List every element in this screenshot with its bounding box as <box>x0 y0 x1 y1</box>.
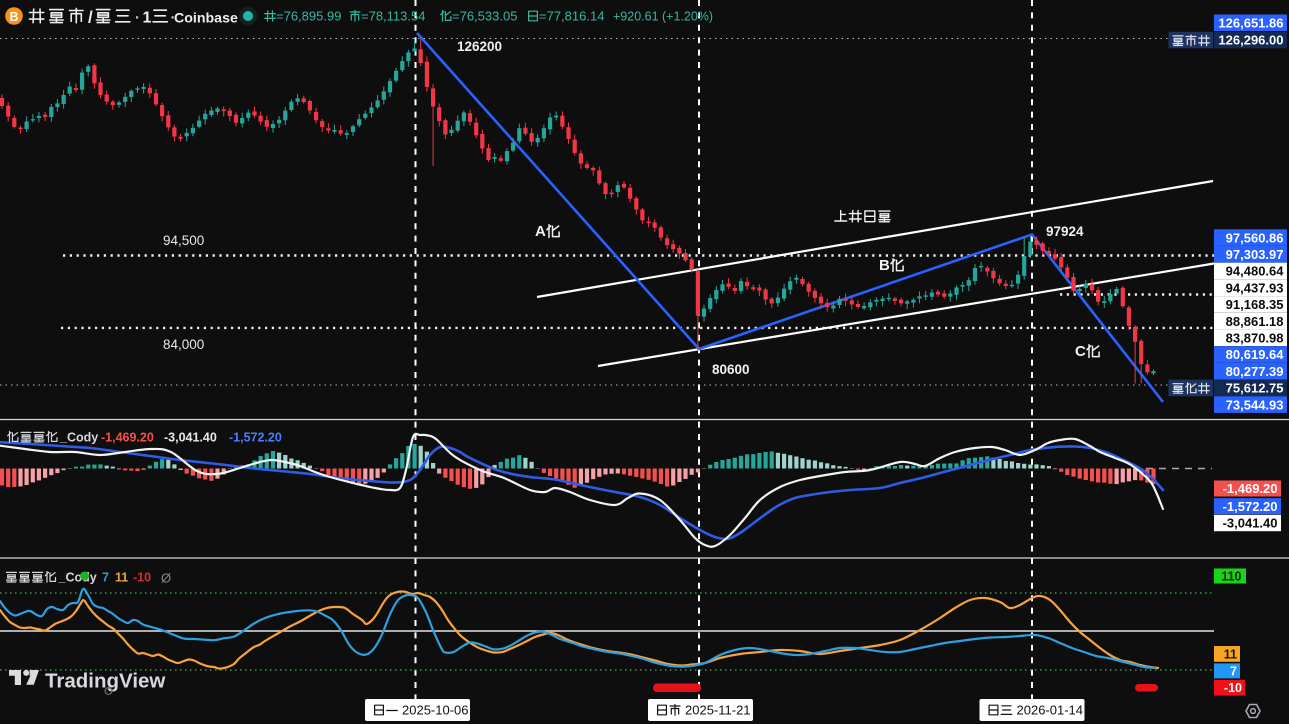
svg-text:126,296.00: 126,296.00 <box>1218 33 1283 48</box>
svg-text:126,651.86: 126,651.86 <box>1218 15 1283 30</box>
svg-text:-3,041.40: -3,041.40 <box>164 431 217 445</box>
svg-text:A: A <box>535 223 546 240</box>
svg-text:=76,533.05: =76,533.05 <box>452 9 517 24</box>
svg-text:B: B <box>879 257 890 274</box>
svg-text:1: 1 <box>143 10 152 27</box>
svg-text:97,303.97: 97,303.97 <box>1226 247 1284 262</box>
svg-text:2025-10-06: 2025-10-06 <box>402 703 469 718</box>
svg-text:+920.61 (+1.20%): +920.61 (+1.20%) <box>613 10 713 24</box>
svg-text:Coinbase: Coinbase <box>174 11 238 27</box>
svg-text:80,277.39: 80,277.39 <box>1226 364 1284 379</box>
svg-text:=77,816.14: =77,816.14 <box>539 9 604 24</box>
svg-text:·: · <box>171 10 176 27</box>
svg-text:94,437.93: 94,437.93 <box>1226 280 1284 295</box>
svg-text:=78,113.54: =78,113.54 <box>361 9 425 24</box>
svg-text:97,560.86: 97,560.86 <box>1226 230 1284 245</box>
svg-text:91,168.35: 91,168.35 <box>1226 297 1284 312</box>
svg-text:80,619.64: 80,619.64 <box>1226 347 1285 362</box>
svg-text:110: 110 <box>1221 570 1241 584</box>
svg-text:94,480.64: 94,480.64 <box>1226 264 1285 279</box>
svg-text:2025-11-21: 2025-11-21 <box>685 703 751 718</box>
svg-text:·: · <box>135 10 140 27</box>
svg-text:_Cody: _Cody <box>58 571 97 585</box>
svg-text:7: 7 <box>102 571 109 585</box>
svg-text:-1,572.20: -1,572.20 <box>1223 499 1278 514</box>
svg-text:/: / <box>88 8 93 27</box>
svg-text:73,544.93: 73,544.93 <box>1226 397 1284 412</box>
svg-text:7: 7 <box>1230 664 1237 678</box>
svg-text:83,870.98: 83,870.98 <box>1226 330 1284 345</box>
svg-text:TradingView: TradingView <box>45 670 165 693</box>
svg-text:-10: -10 <box>133 571 151 585</box>
svg-text:-1,469.20: -1,469.20 <box>1223 481 1278 496</box>
svg-text:B: B <box>9 10 18 24</box>
svg-text:97924: 97924 <box>1046 224 1084 239</box>
svg-text:126200: 126200 <box>457 39 502 54</box>
svg-text:-1,469.20: -1,469.20 <box>101 431 154 445</box>
svg-text:_Cody: _Cody <box>59 431 98 445</box>
svg-text:2026-01-14: 2026-01-14 <box>1017 703 1084 718</box>
svg-text:75,612.75: 75,612.75 <box>1226 381 1284 396</box>
svg-text:Ø: Ø <box>161 571 171 586</box>
svg-text:=76,895.99: =76,895.99 <box>276 9 341 24</box>
svg-text:-3,041.40: -3,041.40 <box>1223 516 1278 531</box>
svg-text:-1,572.20: -1,572.20 <box>229 431 282 445</box>
svg-text:11: 11 <box>115 571 128 585</box>
svg-text:88,861.18: 88,861.18 <box>1226 314 1284 329</box>
svg-text:94,500: 94,500 <box>163 233 204 248</box>
svg-text:-10: -10 <box>1224 681 1242 695</box>
svg-text:11: 11 <box>1224 647 1237 661</box>
svg-text:84,000: 84,000 <box>163 337 204 352</box>
svg-text:C: C <box>1075 343 1086 360</box>
svg-text:80600: 80600 <box>712 362 750 377</box>
